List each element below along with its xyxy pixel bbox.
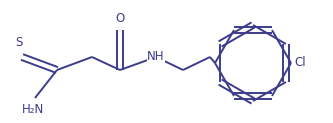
Text: Cl: Cl xyxy=(294,56,306,69)
Text: NH: NH xyxy=(147,49,165,62)
Text: S: S xyxy=(15,36,23,49)
Text: O: O xyxy=(115,12,125,25)
Text: H₂N: H₂N xyxy=(22,103,44,116)
